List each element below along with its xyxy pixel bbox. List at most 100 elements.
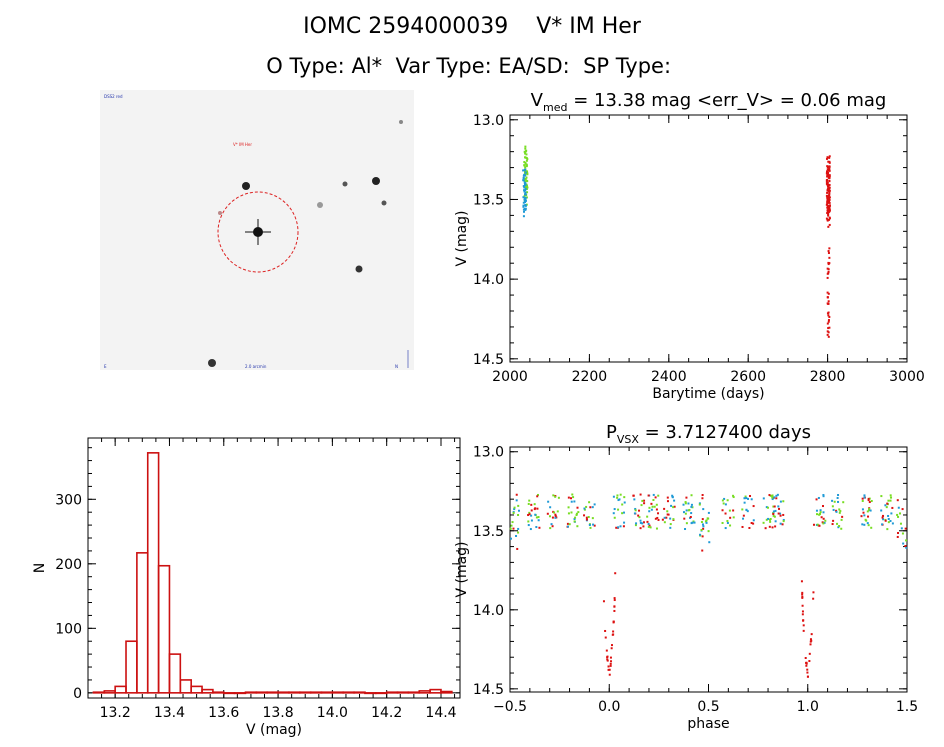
phased-point: [527, 514, 530, 517]
lightcurve-point: [526, 172, 529, 175]
phased-point: [513, 508, 516, 511]
histogram-bar: [396, 691, 410, 694]
phased-point: [886, 528, 889, 531]
phased-point: [568, 523, 571, 526]
phased-point: [683, 517, 686, 520]
lightcurve-point: [826, 201, 829, 204]
phased-point: [648, 524, 651, 527]
phased-point: [685, 509, 688, 512]
lightcurve-point: [827, 268, 830, 271]
phased-eclipse-point: [806, 671, 809, 674]
phased-point: [528, 511, 531, 514]
phased-point: [669, 526, 672, 529]
target-label: V* IM Her: [233, 142, 252, 147]
phased-point: [623, 521, 626, 524]
phased-eclipse-point: [801, 596, 804, 599]
lightcurve-point: [524, 152, 527, 155]
phased-point: [817, 496, 820, 499]
phased-point: [880, 495, 883, 498]
lightcurve-x-tick-label: 3000: [889, 369, 925, 385]
phased-point: [867, 515, 870, 518]
lightcurve-point: [828, 183, 831, 186]
phased-point: [896, 535, 899, 538]
phased-point: [619, 493, 622, 496]
phased-point: [869, 509, 872, 512]
lightcurve-point: [524, 171, 527, 174]
phased-point: [729, 524, 732, 527]
lightcurve-point: [828, 326, 831, 329]
phased-point: [669, 523, 672, 526]
phased-point: [863, 494, 866, 497]
phased-point: [891, 506, 894, 509]
phased-point: [782, 520, 785, 523]
phased-point: [619, 525, 622, 528]
phased-point: [672, 506, 675, 509]
lightcurve-point: [826, 296, 829, 299]
phased-point: [635, 522, 638, 525]
phased-point: [815, 498, 818, 501]
phased-point: [840, 527, 843, 530]
lightcurve-point: [827, 174, 830, 177]
phased-point: [887, 499, 890, 502]
phased-eclipse-point: [614, 572, 617, 575]
phased-point: [646, 520, 649, 523]
phased-point: [616, 494, 619, 497]
phased-point: [647, 522, 650, 525]
phased-point: [822, 522, 825, 525]
phased-point: [769, 518, 772, 521]
lightcurve-point: [524, 147, 527, 150]
lightcurve-point: [828, 204, 831, 207]
phased-y-axis-label: V (mag): [454, 541, 470, 597]
lightcurve-point: [828, 191, 831, 194]
phased-point: [573, 500, 576, 503]
lightcurve-x-axis-label: Barytime (days): [652, 386, 764, 402]
phased-point: [530, 509, 533, 512]
phased-point: [771, 494, 774, 497]
lightcurve-x-tick-label: 2000: [492, 369, 528, 385]
phased-point: [670, 504, 673, 507]
phased-point: [741, 525, 744, 528]
phased-point: [765, 518, 768, 521]
phased-point: [513, 506, 516, 509]
phased-point: [887, 514, 890, 517]
lightcurve-point: [525, 186, 528, 189]
phased-point: [622, 511, 625, 514]
phased-point: [638, 516, 641, 519]
phased-point: [684, 502, 687, 505]
phased-point: [774, 520, 777, 523]
phased-point: [824, 519, 827, 522]
phased-point: [573, 520, 576, 523]
lightcurve-point: [825, 217, 828, 220]
lightcurve-point: [826, 156, 829, 159]
phased-point: [567, 506, 570, 509]
lightcurve-point: [523, 164, 526, 167]
phased-eclipse-point: [607, 668, 610, 671]
phased-point: [905, 539, 908, 542]
phased-point: [639, 519, 642, 522]
phased-point: [655, 503, 658, 506]
lightcurve-x-tick-label: 2800: [810, 369, 846, 385]
histogram-bar: [288, 691, 301, 694]
phased-eclipse-point: [610, 660, 613, 663]
phased-point: [779, 522, 782, 525]
phased-point: [652, 493, 655, 496]
field-star: [381, 200, 387, 206]
phased-point: [838, 511, 841, 514]
phased-y-tick-label: 13.5: [473, 524, 504, 540]
lightcurve-point: [523, 181, 526, 184]
phased-point: [861, 523, 864, 526]
lightcurve-point: [523, 173, 526, 176]
phased-point: [527, 502, 530, 505]
phased-point: [692, 520, 695, 523]
field-star: [372, 177, 380, 185]
lightcurve-point: [525, 165, 528, 168]
histogram-x-tick-label: 14.4: [425, 705, 456, 721]
phased-point: [633, 498, 636, 501]
phased-point: [666, 500, 669, 503]
var-type-label: Var Type:: [395, 54, 492, 78]
phased-point: [904, 545, 907, 548]
phased-point: [867, 499, 870, 502]
phased-x-tick-label: 0.5: [697, 699, 719, 715]
phased-point: [529, 528, 532, 531]
histogram-bar: [385, 691, 399, 694]
